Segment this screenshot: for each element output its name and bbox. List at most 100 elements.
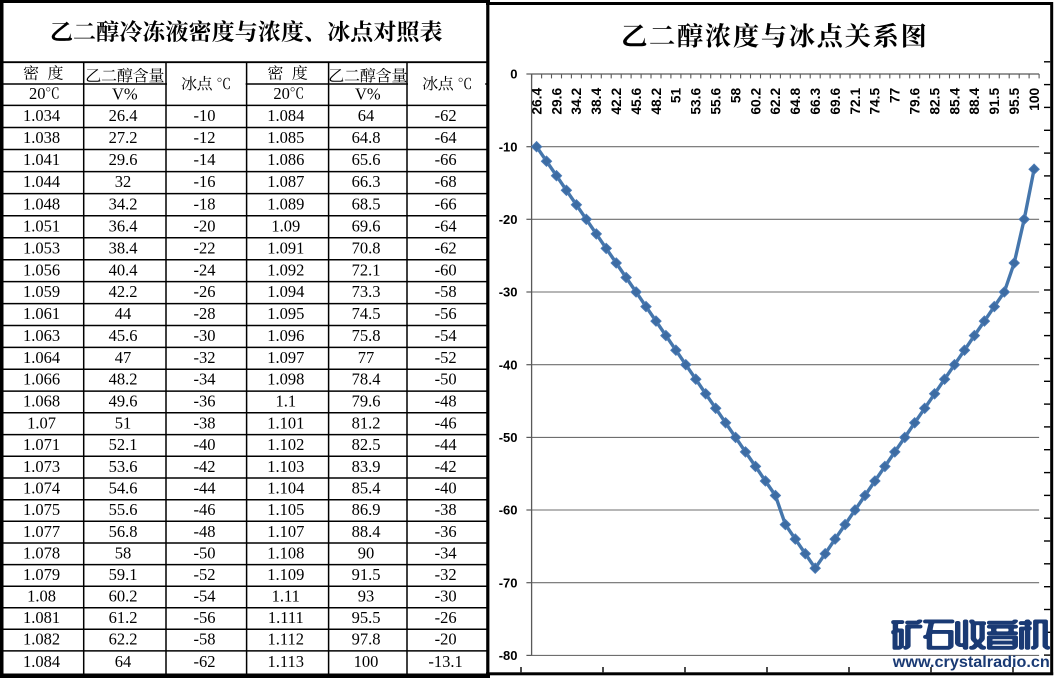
- svg-text:1.064: 1.064: [23, 348, 60, 367]
- svg-text:-26: -26: [194, 282, 216, 301]
- svg-text:1.112: 1.112: [268, 630, 305, 649]
- svg-text:-46: -46: [435, 413, 457, 432]
- svg-text:79.6: 79.6: [352, 392, 381, 411]
- svg-text:-18: -18: [194, 194, 216, 213]
- svg-text:1.08: 1.08: [27, 587, 56, 606]
- svg-text:-26: -26: [435, 608, 457, 627]
- svg-text:1.086: 1.086: [267, 150, 304, 169]
- svg-text:38.4: 38.4: [589, 87, 604, 114]
- svg-text:1.066: 1.066: [23, 370, 60, 389]
- svg-text:1.107: 1.107: [267, 522, 304, 541]
- svg-text:-50: -50: [194, 543, 216, 562]
- svg-text:62.2: 62.2: [109, 630, 138, 649]
- svg-text:1.044: 1.044: [23, 172, 60, 191]
- svg-text:-10: -10: [499, 139, 518, 154]
- svg-text:1.034: 1.034: [23, 106, 60, 125]
- svg-text:-62: -62: [435, 106, 457, 125]
- svg-text:-12: -12: [194, 128, 216, 147]
- svg-text:91.5: 91.5: [987, 87, 1002, 114]
- svg-text:83.9: 83.9: [352, 457, 381, 476]
- svg-text:90: 90: [358, 543, 375, 562]
- svg-text:68.5: 68.5: [352, 194, 381, 213]
- svg-text:27.2: 27.2: [109, 128, 138, 147]
- svg-text:-48: -48: [194, 522, 216, 541]
- svg-text:26.4: 26.4: [529, 87, 544, 114]
- svg-text:1.048: 1.048: [23, 194, 60, 213]
- svg-text:1.056: 1.056: [23, 260, 60, 279]
- svg-text:-44: -44: [435, 435, 457, 454]
- svg-text:-34: -34: [435, 543, 457, 562]
- svg-text:-70: -70: [499, 575, 518, 590]
- svg-text:72.1: 72.1: [848, 87, 863, 114]
- svg-text:48.2: 48.2: [109, 370, 138, 389]
- svg-text:47: 47: [115, 348, 132, 367]
- svg-text:1.104: 1.104: [267, 479, 304, 498]
- svg-text:0: 0: [510, 67, 517, 82]
- svg-text:34.2: 34.2: [569, 87, 584, 114]
- svg-text:-36: -36: [435, 522, 457, 541]
- svg-text:48.2: 48.2: [649, 87, 664, 114]
- svg-text:-66: -66: [435, 194, 457, 213]
- svg-text:69.6: 69.6: [828, 87, 843, 114]
- svg-text:1.108: 1.108: [267, 543, 304, 562]
- svg-text:-44: -44: [194, 479, 216, 498]
- svg-text:77: 77: [358, 348, 375, 367]
- svg-text:1.053: 1.053: [23, 238, 60, 257]
- svg-text:www.crystalradio.cn: www.crystalradio.cn: [892, 654, 1050, 671]
- svg-text:-20: -20: [435, 630, 457, 649]
- svg-text:100: 100: [354, 652, 379, 671]
- svg-text:1.109: 1.109: [267, 565, 304, 584]
- svg-text:86.9: 86.9: [352, 500, 381, 519]
- svg-text:1.102: 1.102: [267, 435, 304, 454]
- svg-text:-14: -14: [194, 150, 216, 169]
- svg-text:1.09: 1.09: [271, 216, 300, 235]
- svg-text:54.6: 54.6: [109, 479, 138, 498]
- svg-text:-32: -32: [435, 565, 457, 584]
- svg-text:-52: -52: [194, 565, 216, 584]
- svg-text:-20: -20: [194, 216, 216, 235]
- svg-text:29.6: 29.6: [549, 87, 564, 114]
- svg-text:-46: -46: [194, 500, 216, 519]
- svg-text:81.2: 81.2: [352, 413, 381, 432]
- svg-text:58: 58: [115, 543, 132, 562]
- svg-text:-38: -38: [435, 500, 457, 519]
- svg-text:55.6: 55.6: [709, 87, 724, 114]
- svg-text:42.2: 42.2: [609, 87, 624, 114]
- svg-text:1.063: 1.063: [23, 326, 60, 345]
- svg-text:-30: -30: [435, 587, 457, 606]
- svg-text:1.101: 1.101: [267, 413, 304, 432]
- svg-text:60.2: 60.2: [109, 587, 138, 606]
- svg-text:72.1: 72.1: [352, 260, 381, 279]
- svg-text:60.2: 60.2: [748, 87, 763, 114]
- svg-text:1.059: 1.059: [23, 282, 60, 301]
- svg-text:100: 100: [1027, 87, 1042, 110]
- svg-text:65.6: 65.6: [352, 150, 381, 169]
- svg-text:45.6: 45.6: [109, 326, 138, 345]
- svg-text:79.6: 79.6: [908, 87, 923, 114]
- svg-text:1.097: 1.097: [267, 348, 304, 367]
- svg-text:64: 64: [115, 652, 132, 671]
- svg-text:1.091: 1.091: [267, 238, 304, 257]
- svg-text:26.4: 26.4: [109, 106, 138, 125]
- svg-text:-48: -48: [435, 392, 457, 411]
- svg-text:66.3: 66.3: [808, 87, 823, 114]
- svg-text:1.082: 1.082: [23, 630, 60, 649]
- svg-text:-68: -68: [435, 172, 457, 191]
- svg-text:-54: -54: [435, 326, 457, 345]
- svg-text:1.079: 1.079: [23, 565, 60, 584]
- svg-text:1.081: 1.081: [23, 608, 60, 627]
- svg-text:1.077: 1.077: [23, 522, 60, 541]
- svg-text:51: 51: [669, 87, 684, 103]
- svg-text:-50: -50: [435, 370, 457, 389]
- svg-text:1.038: 1.038: [23, 128, 60, 147]
- svg-text:-54: -54: [194, 587, 216, 606]
- svg-text:-28: -28: [194, 304, 216, 323]
- svg-text:1.078: 1.078: [23, 543, 60, 562]
- svg-text:-30: -30: [194, 326, 216, 345]
- svg-text:1.075: 1.075: [23, 500, 60, 519]
- svg-text:82.5: 82.5: [927, 87, 942, 114]
- svg-text:20: 20: [273, 84, 290, 103]
- svg-text:73.3: 73.3: [352, 282, 381, 301]
- svg-text:66.3: 66.3: [352, 172, 381, 191]
- svg-text:1.084: 1.084: [267, 106, 304, 125]
